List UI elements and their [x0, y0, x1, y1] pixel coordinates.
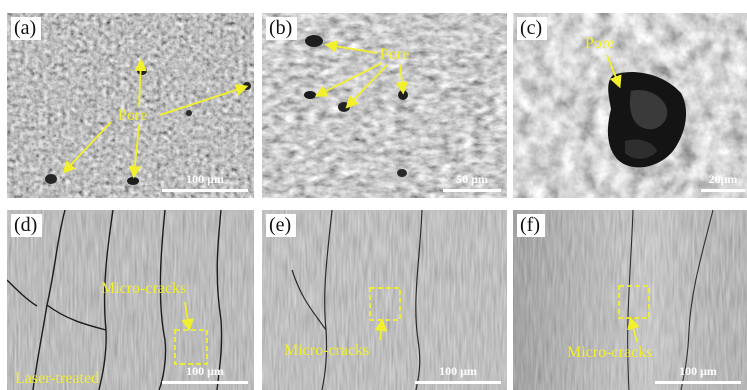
crack-label-e: Micro-cracks — [284, 342, 370, 359]
sem-texture-d — [7, 210, 254, 390]
panel-label-c: (c) — [517, 17, 548, 40]
sem-texture-e — [262, 210, 507, 390]
panel-label-e: (e) — [266, 214, 297, 237]
scale-line-c — [701, 189, 745, 192]
scale-line-a — [162, 189, 248, 192]
scale-text-b: 50 μm — [456, 172, 488, 186]
panel-label-d: (d) — [11, 214, 43, 237]
scale-text-e: 100 μm — [439, 364, 477, 378]
scale-bar-d: 100 μm — [162, 364, 248, 386]
scale-bar-f: 100 μm — [655, 364, 741, 386]
sem-panel-f: (f) Micro-cracks 100 μm — [513, 210, 747, 390]
scale-text-a: 100 μm — [186, 172, 224, 186]
sem-texture-f — [513, 210, 747, 390]
pore-label-b: Pore — [380, 46, 410, 63]
pore-label-a: Pore — [118, 107, 148, 124]
scale-bar-a: 100 μm — [162, 172, 248, 194]
sem-panel-a: (a) Pore 100 μm — [7, 13, 254, 198]
condition-label-d: Laser-treated — [15, 370, 100, 387]
crack-label-f: Micro-cracks — [567, 344, 653, 361]
scale-line-e — [415, 381, 501, 384]
sem-texture-b — [262, 13, 507, 198]
scale-line-d — [162, 381, 248, 384]
scale-text-c: 20μm — [708, 172, 738, 186]
pore-label-c: Pore — [585, 35, 615, 52]
sem-panel-e: (e) Micro-cracks 100 μm — [262, 210, 507, 390]
scale-bar-c: 20μm — [701, 172, 745, 194]
panel-label-b: (b) — [266, 17, 298, 40]
scale-line-b — [443, 189, 501, 192]
scale-bar-e: 100 μm — [415, 364, 501, 386]
scale-text-f: 100 μm — [679, 364, 717, 378]
sem-texture-a — [7, 13, 254, 198]
crack-label-d: Micro-cracks — [101, 280, 187, 297]
panel-label-f: (f) — [517, 214, 545, 237]
panel-label-a: (a) — [11, 17, 42, 40]
scale-bar-b: 50 μm — [443, 172, 501, 194]
scale-text-d: 100 μm — [186, 364, 224, 378]
scale-line-f — [655, 381, 741, 384]
sem-panel-d: (d) Micro-cracks Laser-treated 100 μm — [7, 210, 254, 390]
sem-texture-c — [513, 13, 747, 198]
sem-panel-b: (b) Pore 50 μm — [262, 13, 507, 198]
sem-panel-c: (c) Pore 20μm — [513, 13, 747, 198]
